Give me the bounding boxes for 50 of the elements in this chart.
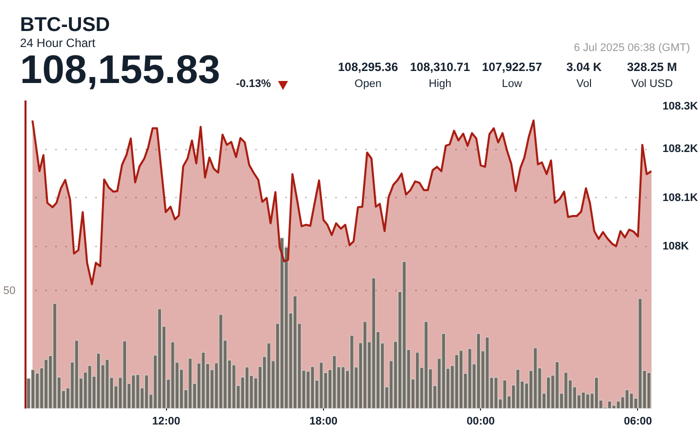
bar <box>310 366 315 408</box>
text: Vol USD <box>631 78 673 90</box>
bar <box>244 366 250 408</box>
chart-subtitle: 24 Hour Chart <box>20 36 96 50</box>
y-tick-label: 108.3K <box>662 100 698 112</box>
x-tick-label: 00:00 <box>466 416 495 428</box>
x-tick-label: 18:00 <box>309 416 338 428</box>
bar <box>485 336 490 408</box>
bar <box>170 342 175 408</box>
text: Open <box>354 78 382 90</box>
text: Vol <box>576 78 592 90</box>
bar <box>88 365 92 408</box>
y2-tick-label: 50 <box>3 285 16 298</box>
bar <box>319 362 324 408</box>
text: Low <box>502 78 522 90</box>
bar <box>533 348 538 408</box>
chart-title: BTC-USD <box>20 14 110 37</box>
bar <box>402 261 406 408</box>
bar <box>616 400 620 408</box>
y-tick-label: 108K <box>662 240 689 253</box>
x-tick-label: 06:00 <box>624 416 652 428</box>
bar <box>218 314 223 408</box>
bar <box>188 358 192 408</box>
text: 107,922.57 <box>482 60 542 74</box>
text: 108,310.71 <box>410 60 470 74</box>
bar <box>468 348 472 408</box>
y-tick-label: 108.2K <box>662 143 698 156</box>
text: High <box>428 78 452 90</box>
bar <box>594 377 599 408</box>
bar <box>201 352 206 408</box>
bar <box>494 377 498 408</box>
text: 328.25 M <box>626 60 678 74</box>
y-tick-label: 108.1K <box>662 192 698 204</box>
bar <box>624 389 630 408</box>
bar <box>136 374 140 408</box>
bar <box>646 372 651 408</box>
x-tick-label: 12:00 <box>152 416 180 428</box>
text: 6 Jul 2025 06:38 (GMT) <box>574 42 690 54</box>
bar <box>476 333 481 408</box>
bar <box>144 374 149 408</box>
bar <box>458 350 464 408</box>
bar <box>44 359 48 408</box>
text: 108,295.36 <box>338 60 398 74</box>
text: 108,155.83 <box>20 48 220 93</box>
bar <box>292 296 298 408</box>
bar <box>52 303 57 408</box>
bar <box>502 380 507 408</box>
text: -0.13% <box>236 78 271 90</box>
text: 3.04 K <box>566 60 602 74</box>
bar <box>586 394 590 408</box>
